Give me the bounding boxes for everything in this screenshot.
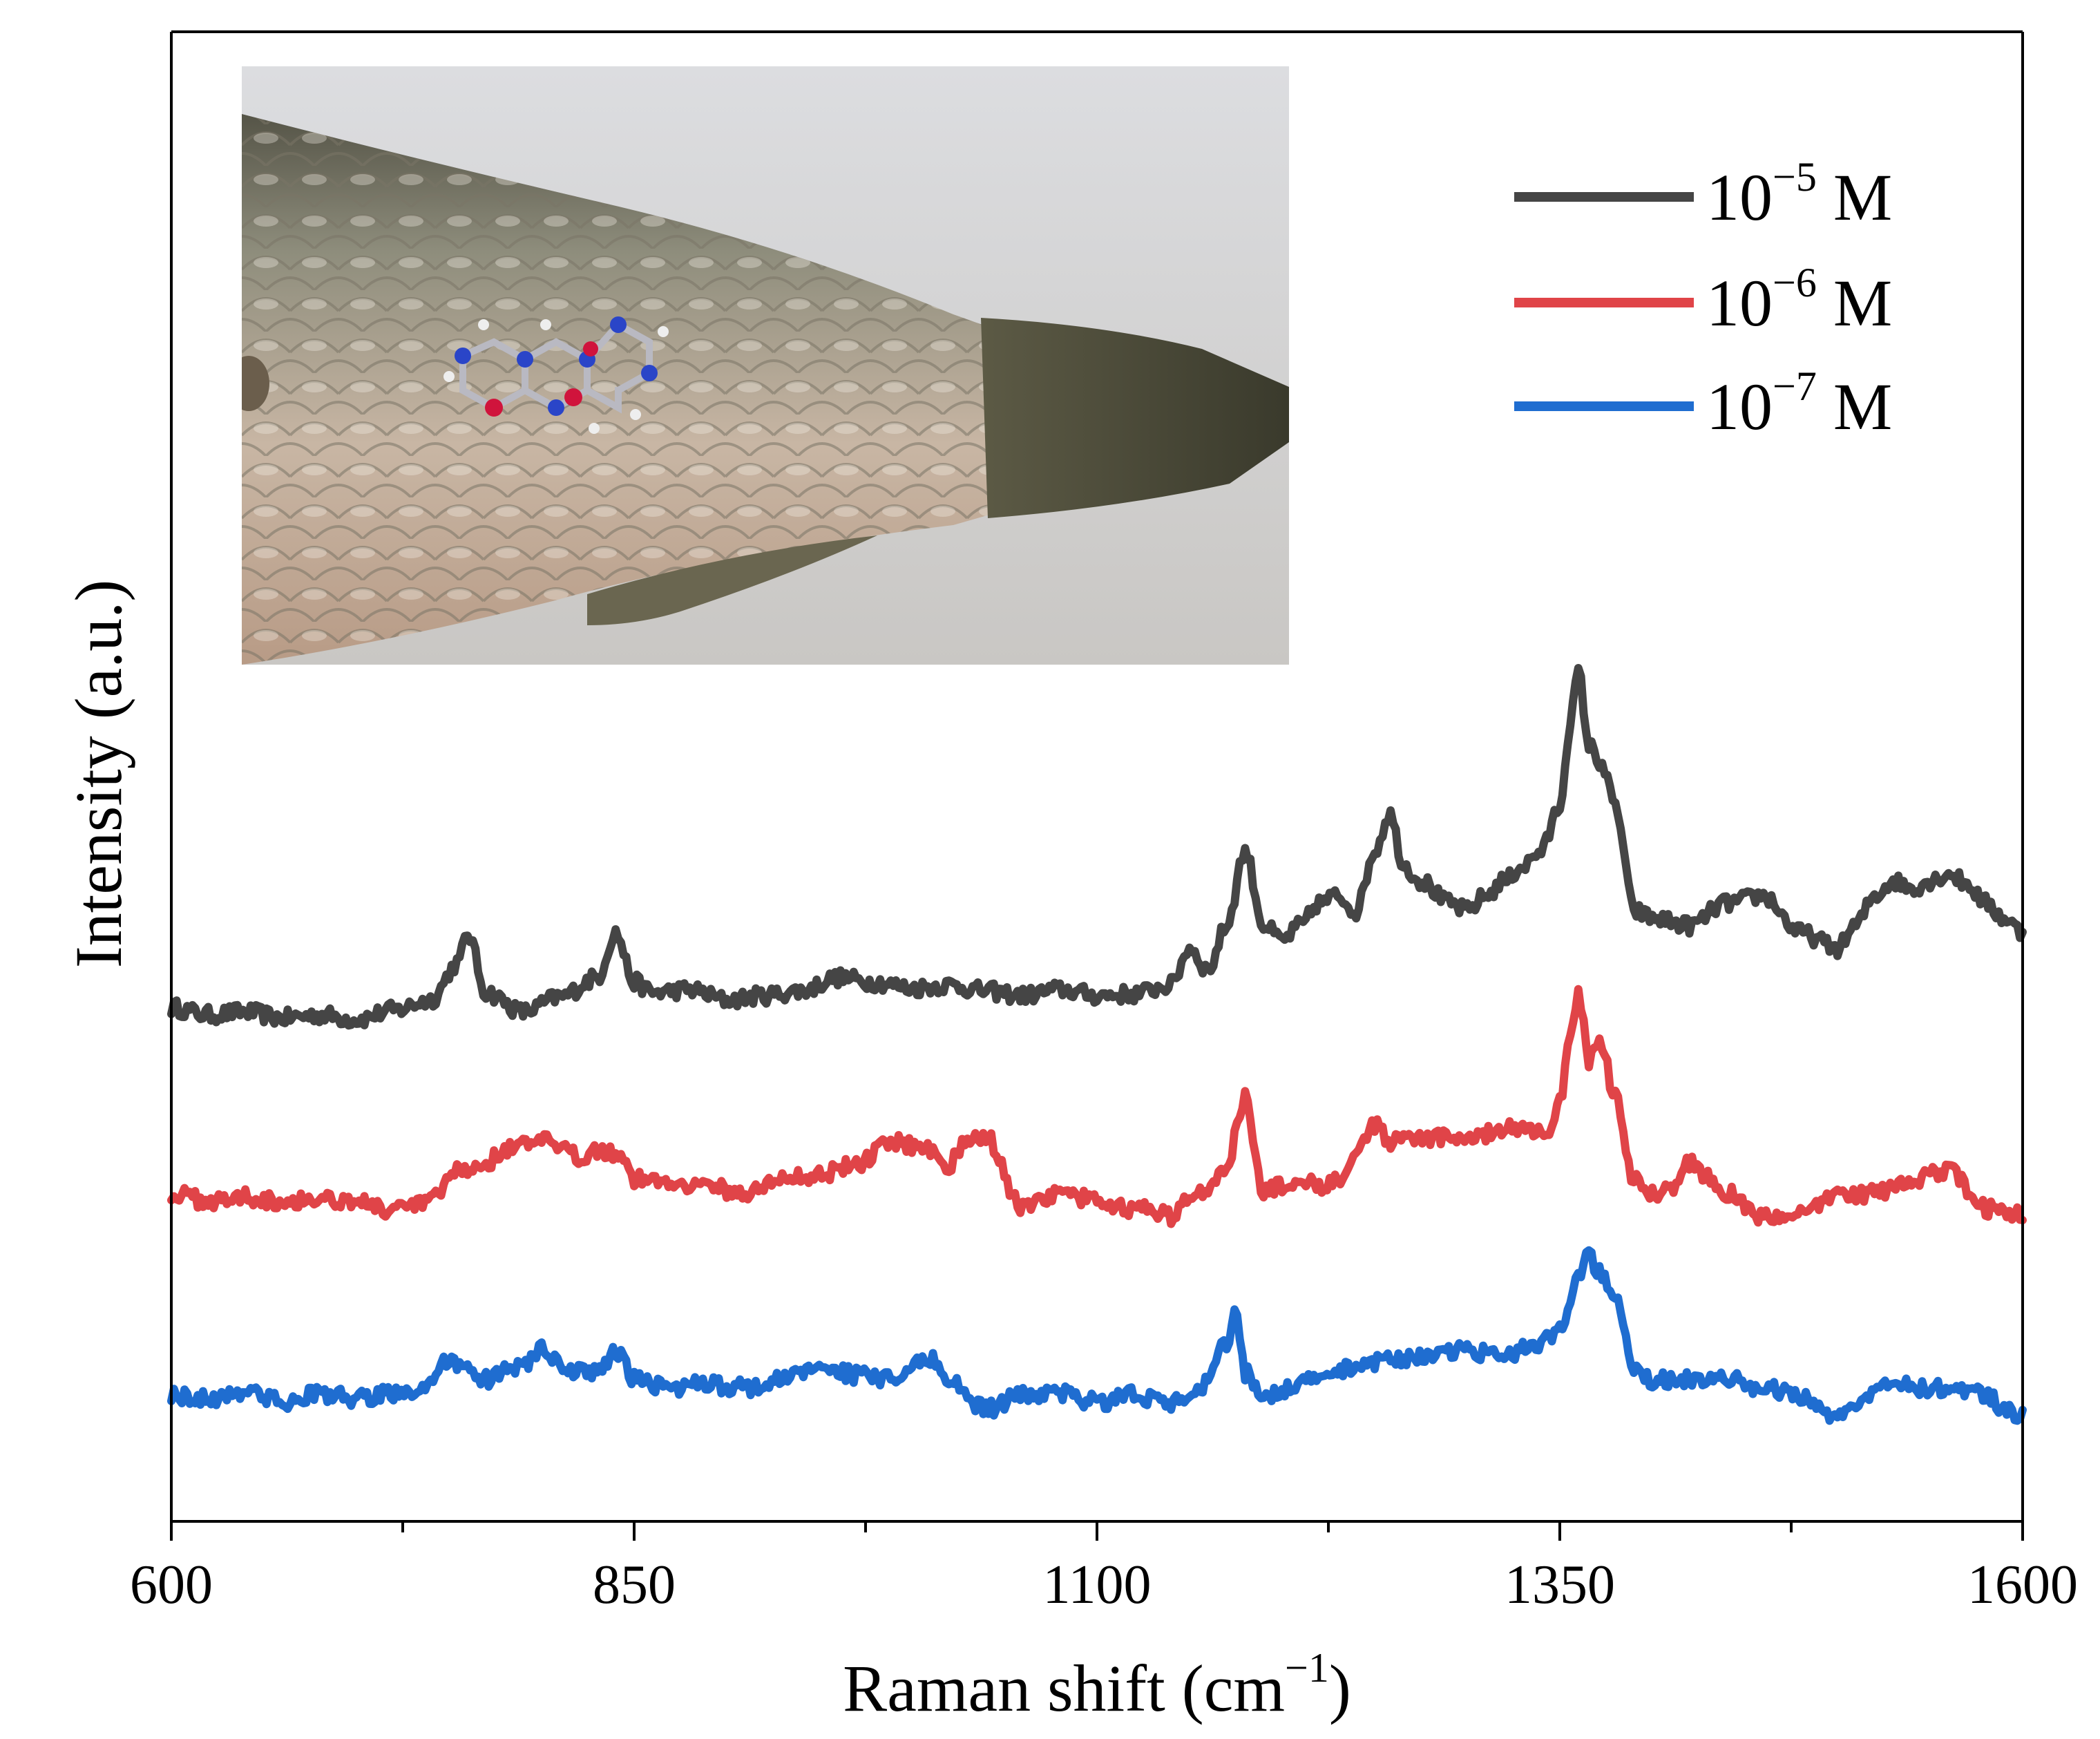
legend-label-1e-6: 10−6 M (1706, 260, 1892, 340)
series-line-neg7 (167, 1246, 2027, 1425)
legend-item-1e-6: 10−6 M (1514, 260, 1892, 340)
x-axis-title: Raman shift (cm−1) (843, 1645, 1351, 1725)
x-tick-label: 1600 (1967, 1555, 2078, 1615)
y-axis-title: Intensity (a.u.) (61, 580, 135, 969)
inset-fish-eye (242, 356, 269, 411)
legend: 10−5 M 10−6 M 10−7 M (1514, 154, 1892, 444)
inset-tail-fin (981, 318, 1289, 518)
series-line-neg5 (167, 664, 2027, 1030)
inset-molecule-model (443, 316, 669, 434)
legend-item-1e-7: 10−7 M (1514, 363, 1892, 444)
x-axis-title-close: ) (1329, 1651, 1351, 1725)
legend-item-1e-5: 10−5 M (1514, 154, 1892, 234)
x-tick-label: 1350 (1505, 1555, 1615, 1615)
x-tick-label: 1100 (1042, 1555, 1151, 1615)
legend-label-1e-7: 10−7 M (1706, 363, 1892, 444)
x-axis-title-main: Raman shift (cm (843, 1651, 1285, 1725)
series-layer (167, 664, 2027, 1425)
inset-lower-fin (587, 535, 877, 625)
x-tick-label: 600 (130, 1555, 213, 1615)
inset-photo (242, 66, 1289, 665)
x-tick-label: 850 (593, 1555, 676, 1615)
legend-label-1e-5: 10−5 M (1706, 154, 1892, 234)
series-line-neg6 (167, 985, 2027, 1228)
x-axis-title-sup: −1 (1285, 1645, 1329, 1691)
x-ticks: 600 850 1100 1350 1600 (130, 1521, 2078, 1615)
